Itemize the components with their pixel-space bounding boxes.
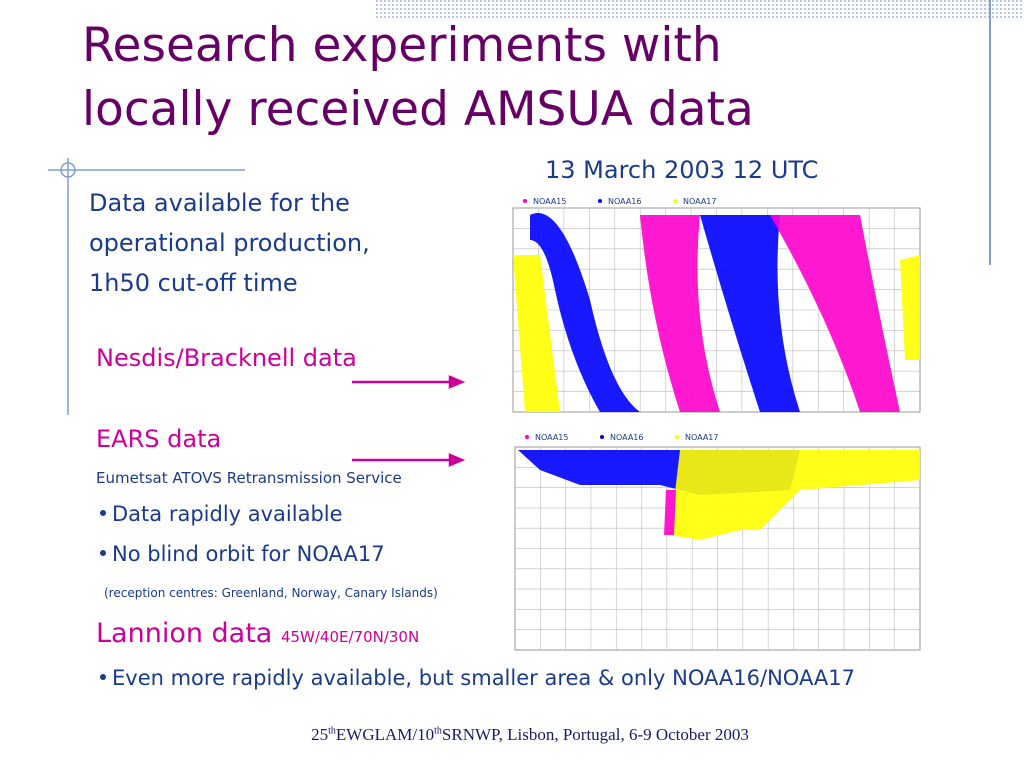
footer-sup: th — [434, 725, 442, 737]
swath — [770, 215, 900, 412]
legend-dot — [600, 435, 604, 439]
legend-dot — [675, 435, 679, 439]
legend-dot — [525, 435, 529, 439]
bullet: No blind orbit for NOAA17 — [100, 542, 385, 566]
section-heading: Nesdis/Bracknell data — [96, 344, 357, 372]
ornament — [60, 162, 76, 178]
map-caption: 13 March 2003 12 UTC — [545, 156, 819, 184]
top-band — [375, 0, 1024, 18]
legend-label: NOAA17 — [685, 433, 719, 442]
legend-label: NOAA17 — [683, 197, 717, 206]
section-heading: EARS data — [96, 425, 222, 453]
footer-text: 25 — [311, 725, 329, 744]
bullet-dot — [100, 510, 106, 516]
note: (reception centres: Greenland, Norway, C… — [104, 586, 438, 600]
bullet-text: No blind orbit for NOAA17 — [112, 542, 385, 566]
bullet-text: Data rapidly available — [112, 502, 343, 526]
heading-text: Lannion data — [96, 618, 273, 649]
title-line: locally received AMSUA data — [82, 82, 754, 137]
satellite-map: NOAA15 NOAA16 NOAA17 — [512, 197, 921, 413]
legend-label: NOAA16 — [610, 433, 644, 442]
swath — [700, 215, 800, 412]
intro-line: operational production, — [89, 229, 370, 257]
legend-label: NOAA16 — [608, 197, 642, 206]
title-line: Research experiments with — [82, 18, 722, 73]
bullet: Even more rapidly available, but smaller… — [100, 666, 855, 690]
intro: Data available for the operational produ… — [89, 183, 370, 303]
bullet-text: Even more rapidly available, but smaller… — [112, 666, 855, 690]
footer-text: SRNWP, Lisbon, Portugal, 6-9 October 200… — [441, 725, 749, 744]
intro-line: Data available for the — [89, 189, 350, 217]
footer-sup: th — [328, 725, 336, 737]
legend-dot — [523, 199, 527, 203]
swath — [664, 490, 676, 535]
intro-line: 1h50 cut-off time — [89, 269, 298, 297]
legend-dot — [673, 199, 677, 203]
satellite-map: NOAA15 NOAA16 NOAA17 — [514, 433, 921, 651]
bullet-dot — [100, 674, 106, 680]
section-heading: Lannion data 45W/40E/70N/30N — [96, 618, 419, 649]
subtitle: Eumetsat ATOVS Retransmission Service — [96, 469, 402, 487]
bullet-dot — [100, 550, 106, 556]
area: 45W/40E/70N/30N — [280, 628, 420, 646]
footer: 25thEWGLAM/10thSRNWP, Lisbon, Portugal, … — [0, 725, 1024, 745]
legend-dot — [598, 199, 602, 203]
swath — [640, 215, 720, 412]
legend-label: NOAA15 — [535, 433, 569, 442]
arrow — [352, 375, 466, 467]
footer-text: EWGLAM/10 — [335, 725, 435, 744]
swath — [670, 450, 920, 540]
bullet: Data rapidly available — [100, 502, 343, 526]
legend-label: NOAA15 — [533, 197, 567, 206]
swath — [513, 255, 560, 412]
title: Research experiments with locally receiv… — [82, 14, 754, 142]
swath — [900, 255, 920, 360]
swath — [530, 213, 640, 412]
